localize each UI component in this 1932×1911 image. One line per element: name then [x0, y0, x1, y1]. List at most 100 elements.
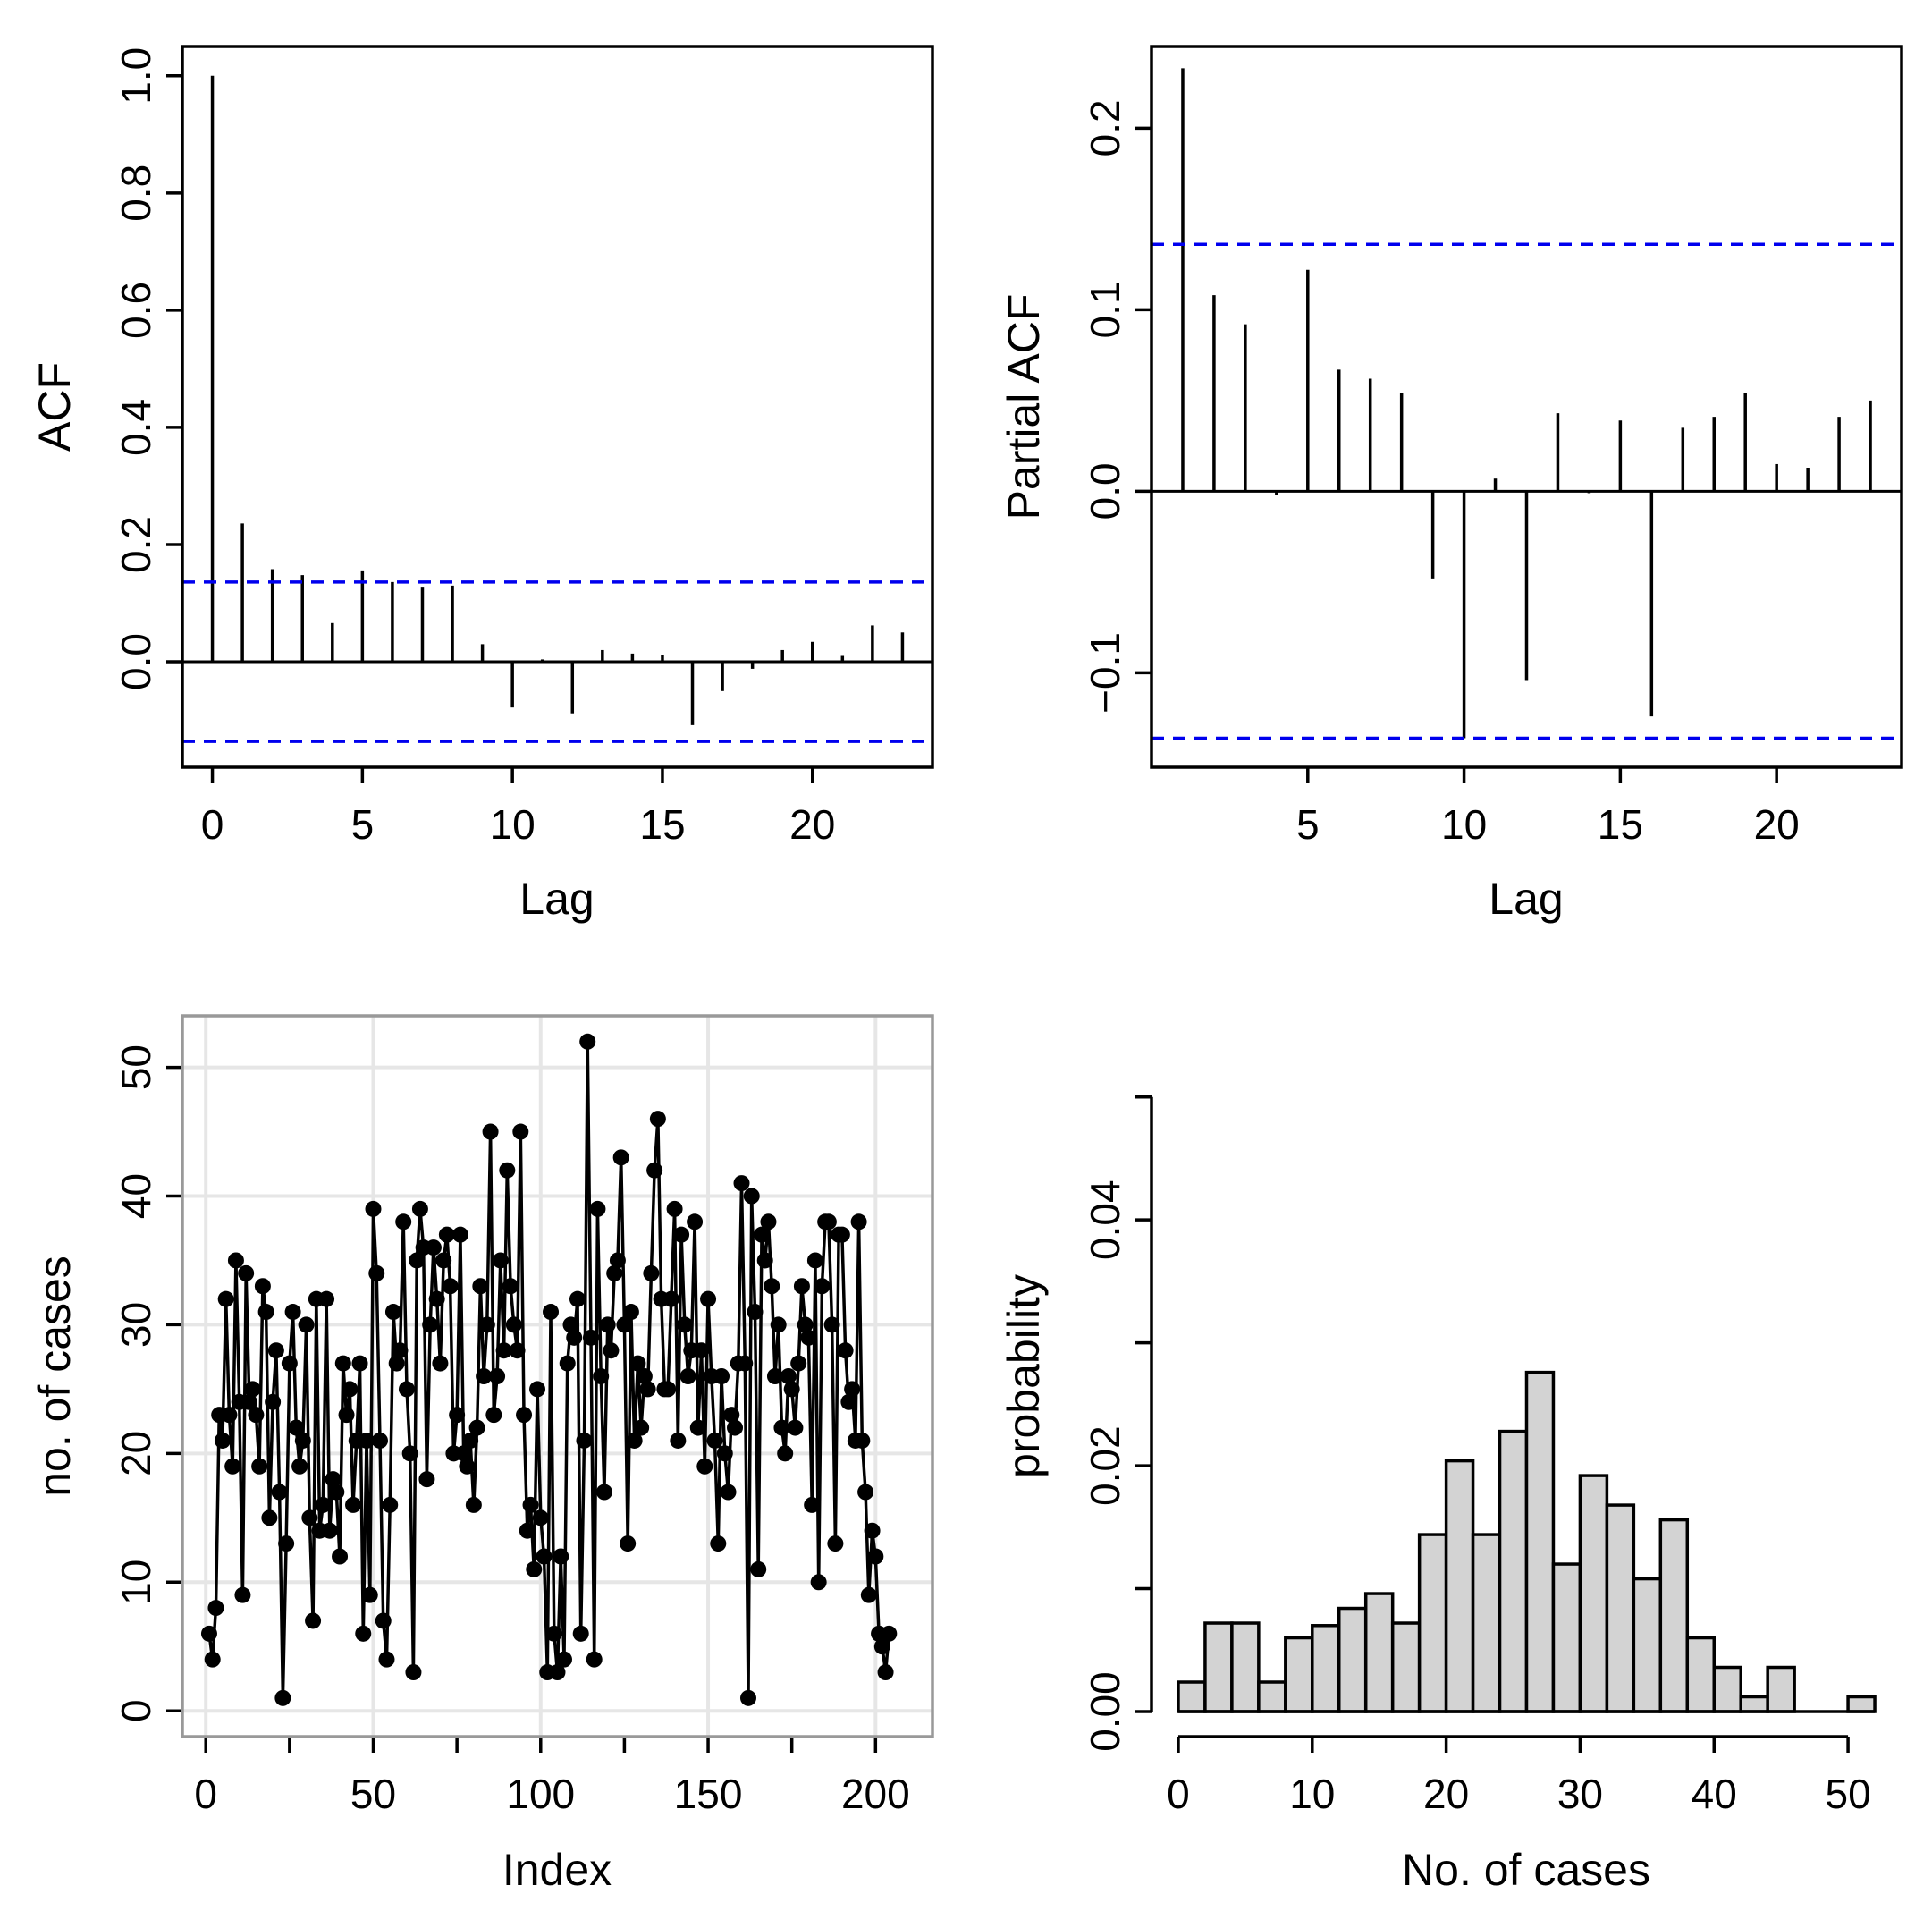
histogram-y-tick-label: 0.02 [1082, 1425, 1128, 1506]
series-frame [181, 1014, 934, 1738]
series-point [536, 1548, 553, 1565]
histogram-bar [1739, 1695, 1769, 1713]
series-point [549, 1664, 566, 1681]
series-point [395, 1213, 412, 1230]
histogram-x-tick-label: 20 [1423, 1771, 1469, 1817]
series-point [267, 1342, 284, 1359]
series-point [747, 1304, 764, 1321]
series-point [770, 1316, 787, 1333]
series-point [382, 1496, 399, 1513]
histogram-bars [1177, 1370, 1877, 1713]
series-point [392, 1342, 409, 1359]
series-point [234, 1586, 251, 1603]
series-point [710, 1535, 727, 1552]
histogram-bar [1417, 1533, 1448, 1713]
series-point [877, 1664, 894, 1681]
series-y-tick-label: 0 [113, 1699, 159, 1722]
series-point [804, 1496, 821, 1513]
histogram-x-label: No. of cases [1402, 1845, 1650, 1895]
series-point [371, 1432, 388, 1449]
histogram-x-tick-label: 10 [1289, 1771, 1335, 1817]
pacf-y-label: Partial ACF [999, 294, 1049, 520]
series-point [753, 1226, 770, 1243]
series-point [532, 1509, 549, 1526]
acf-y-tick-label: 0.0 [113, 633, 159, 690]
series-point [766, 1368, 783, 1384]
histogram-bar [1311, 1624, 1341, 1713]
series-point [384, 1304, 401, 1321]
series-point [639, 1381, 656, 1398]
series-point [589, 1200, 606, 1217]
series-point [553, 1548, 569, 1565]
series-point [274, 1689, 291, 1706]
pacf-y-tick-label: −0.1 [1082, 632, 1128, 714]
series-point [743, 1188, 760, 1205]
series-point [676, 1316, 693, 1333]
series-point [305, 1612, 322, 1629]
series-point [750, 1560, 767, 1577]
series-point [733, 1175, 750, 1192]
series-point [700, 1290, 717, 1307]
series-point [773, 1419, 790, 1436]
series-point [670, 1432, 687, 1449]
series-panel: 0 10 20 30 40 50 0 50 100 150 200 Index no. of ca… [30, 1014, 934, 1895]
series-point [850, 1213, 867, 1230]
series-point [221, 1407, 238, 1424]
series-point [593, 1368, 610, 1384]
series-point [576, 1432, 593, 1449]
series-point [760, 1213, 777, 1230]
pacf-spikes [1181, 68, 1872, 739]
series-point [388, 1355, 405, 1372]
series-point [660, 1381, 677, 1398]
series-y-tick-label: 20 [113, 1431, 159, 1476]
series-point [516, 1407, 533, 1424]
series-point [612, 1149, 629, 1166]
series-point [502, 1278, 519, 1295]
series-point [806, 1252, 823, 1269]
series-point [325, 1471, 342, 1488]
series-point [334, 1355, 351, 1372]
pacf-x-ticks: 5 10 15 20 [1296, 767, 1800, 848]
series-point [820, 1213, 837, 1230]
series-point [432, 1355, 449, 1372]
series-point [281, 1355, 298, 1372]
acf-x-tick-label: 5 [351, 801, 375, 848]
series-point [827, 1535, 844, 1552]
series-y-tick-label: 40 [113, 1173, 159, 1219]
series-point [422, 1316, 439, 1333]
series-point [723, 1407, 740, 1424]
series-point [857, 1484, 874, 1501]
histogram-y-axis: 0.00 0.02 0.04 [1082, 1095, 1153, 1752]
series-point [739, 1689, 756, 1706]
series-point [509, 1342, 526, 1359]
series-x-tick-label: 0 [194, 1771, 217, 1817]
series-y-label: no. of cases [30, 1256, 80, 1497]
series-point [238, 1264, 255, 1281]
series-x-ticks: 0 50 100 150 200 [194, 1737, 910, 1817]
series-point [764, 1278, 780, 1295]
series-point [291, 1458, 308, 1475]
series-point [566, 1329, 583, 1346]
series-point [375, 1612, 392, 1629]
pacf-panel: −0.1 0.0 0.1 0.2 5 10 15 20 Lag Partial ACF [999, 45, 1903, 924]
series-point [595, 1484, 612, 1501]
series-point [224, 1458, 241, 1475]
series-point [603, 1342, 620, 1359]
series-point [840, 1393, 857, 1410]
series-point [543, 1304, 560, 1321]
histogram-bar [1284, 1636, 1314, 1713]
series-point [294, 1432, 311, 1449]
series-point [881, 1625, 898, 1642]
series-point [449, 1407, 466, 1424]
series-point [662, 1290, 679, 1307]
series-point [844, 1381, 861, 1398]
series-point [472, 1278, 489, 1295]
pacf-y-tick-label: 0.2 [1082, 99, 1128, 156]
histogram-y-label: probability [999, 1274, 1049, 1478]
series-point [864, 1522, 881, 1539]
acf-y-tick-label: 0.8 [113, 165, 159, 222]
series-point [355, 1625, 372, 1642]
series-y-tick-label: 30 [113, 1302, 159, 1348]
series-point [777, 1445, 794, 1462]
series-point [495, 1342, 512, 1359]
